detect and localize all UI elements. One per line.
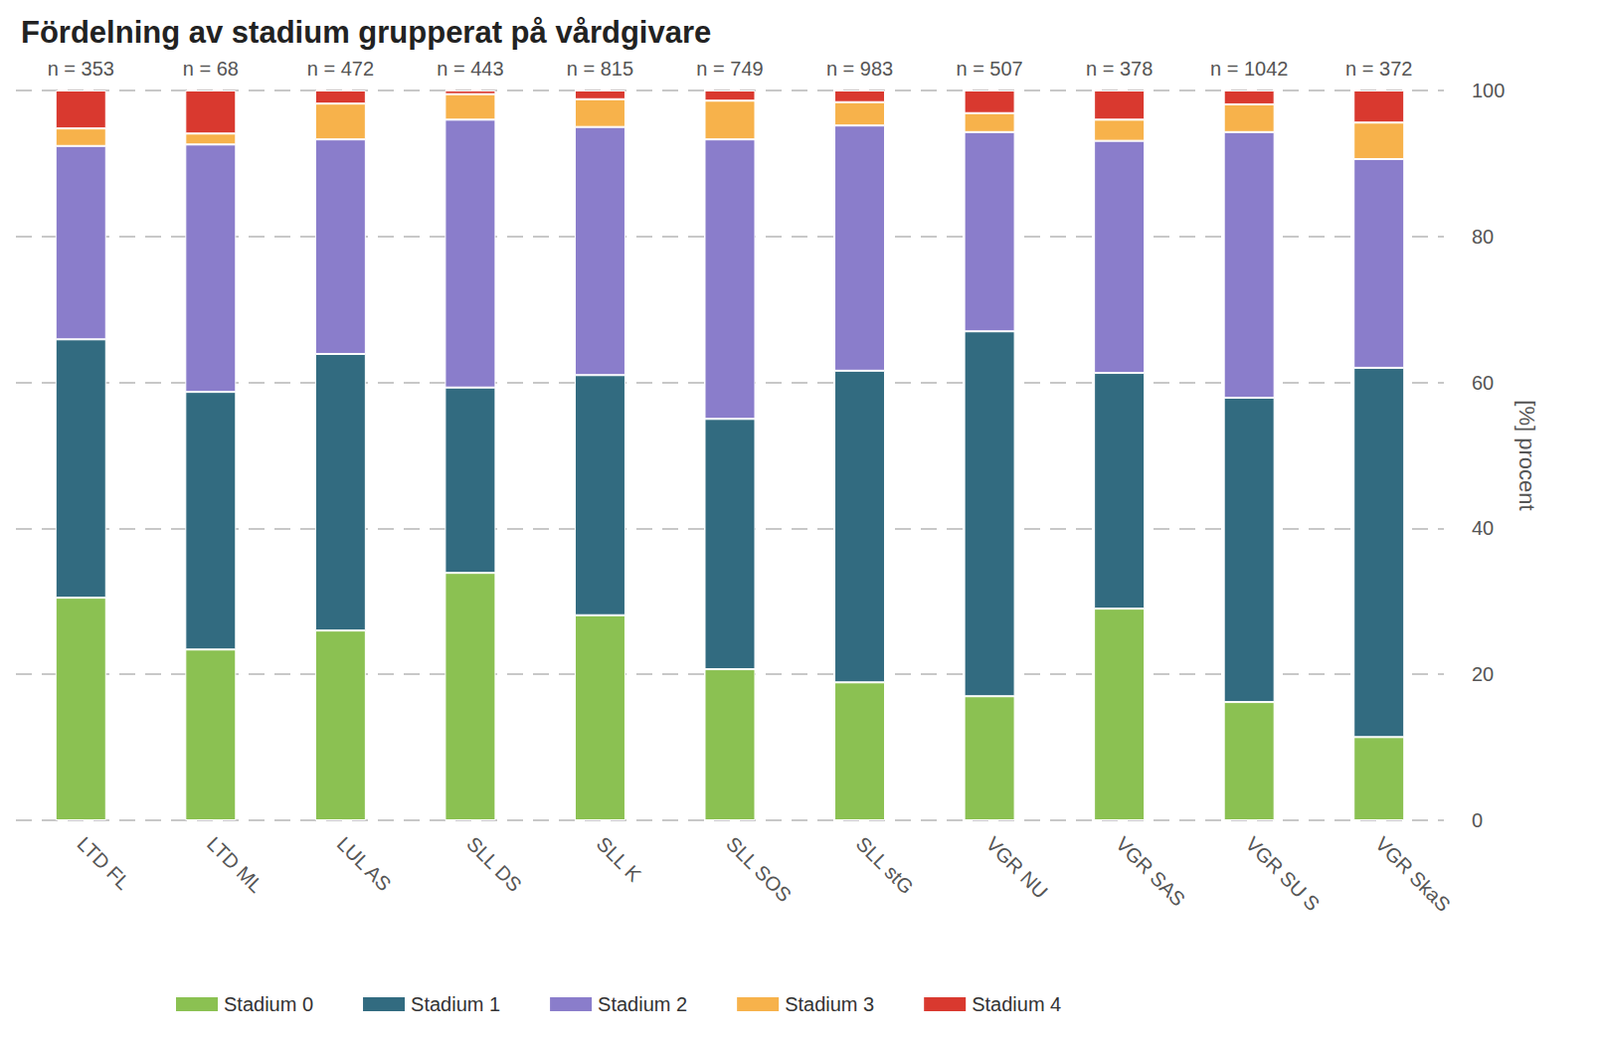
svg-text:20: 20	[1471, 663, 1494, 686]
svg-text:n = 68: n = 68	[182, 57, 239, 80]
svg-text:VGR SAS: VGR SAS	[1111, 832, 1190, 910]
svg-text:n = 372: n = 372	[1345, 57, 1413, 80]
svg-text:60: 60	[1471, 371, 1494, 394]
svg-text:80: 80	[1471, 225, 1494, 248]
svg-text:Stadium 2: Stadium 2	[597, 993, 688, 1016]
svg-text:n = 507: n = 507	[955, 57, 1023, 80]
svg-text:n = 443: n = 443	[436, 57, 504, 80]
svg-text:SLL DS: SLL DS	[462, 832, 527, 896]
svg-text:Stadium 4: Stadium 4	[971, 993, 1062, 1016]
svg-text:SLL SOS: SLL SOS	[721, 832, 796, 906]
svg-text:SLL K: SLL K	[592, 832, 647, 887]
svg-text:n = 472: n = 472	[307, 57, 374, 80]
svg-text:Fördelning av stadium gruppera: Fördelning av stadium grupperat på vårdg…	[20, 14, 712, 50]
svg-text:LTD ML: LTD ML	[202, 832, 268, 897]
svg-text:LUL AS: LUL AS	[333, 832, 396, 895]
svg-text:[%] procent: [%] procent	[1514, 399, 1540, 511]
svg-text:LTD FL: LTD FL	[72, 832, 135, 894]
svg-text:VGR SU S: VGR SU S	[1241, 832, 1324, 915]
svg-text:Stadium 3: Stadium 3	[784, 993, 875, 1016]
svg-text:n = 815: n = 815	[566, 57, 634, 80]
svg-text:n = 983: n = 983	[826, 57, 893, 80]
svg-text:n = 1042: n = 1042	[1210, 57, 1288, 80]
svg-text:VGR NU: VGR NU	[981, 832, 1053, 903]
svg-text:n = 353: n = 353	[47, 57, 115, 80]
svg-text:n = 378: n = 378	[1085, 57, 1153, 80]
svg-text:100: 100	[1471, 79, 1505, 102]
svg-text:0: 0	[1471, 809, 1483, 832]
svg-text:Stadium 1: Stadium 1	[410, 993, 501, 1016]
svg-text:40: 40	[1471, 517, 1494, 539]
svg-text:VGR SkaS: VGR SkaS	[1371, 832, 1455, 916]
svg-text:SLL stG: SLL stG	[852, 832, 918, 898]
svg-text:Stadium 0: Stadium 0	[223, 993, 314, 1016]
svg-text:n = 749: n = 749	[696, 57, 763, 80]
